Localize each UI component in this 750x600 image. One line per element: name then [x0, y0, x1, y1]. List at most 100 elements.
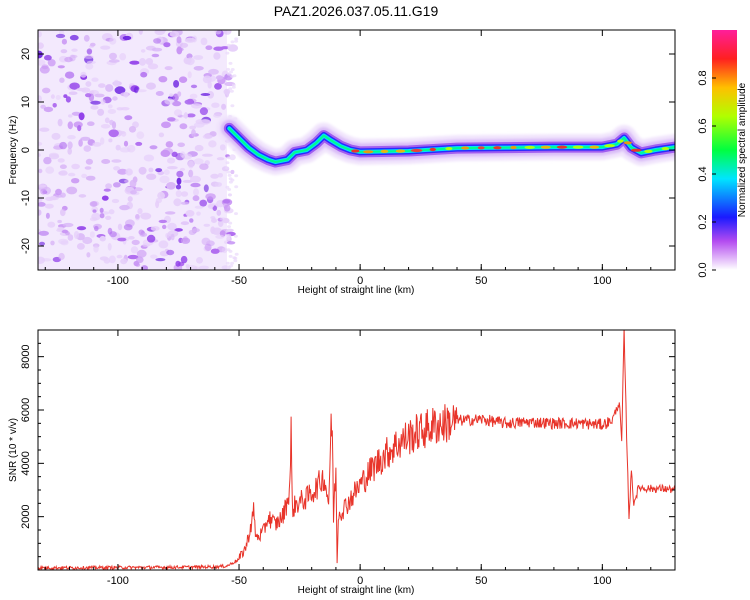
noise-speckle [229, 70, 233, 74]
noise-speckle [214, 30, 222, 35]
spectrogram-ytick-label: -20 [20, 238, 32, 254]
noise-speckle [217, 173, 223, 178]
snr-ytick-label: 4000 [20, 451, 32, 475]
ridge-hotspot [617, 139, 624, 143]
noise-speckle [155, 91, 164, 96]
noise-speckle [227, 188, 232, 191]
noise-speckle [86, 60, 96, 64]
noise-speckle [233, 234, 238, 238]
snr-xtick-label: -100 [107, 575, 129, 587]
noise-speckle [130, 190, 137, 195]
noise-speckle [176, 170, 184, 178]
noise-speckle [93, 245, 99, 253]
noise-speckle [98, 83, 106, 88]
noise-speckle [180, 191, 189, 197]
noise-speckle [38, 184, 47, 188]
noise-speckle [220, 46, 230, 50]
noise-speckle [184, 37, 196, 43]
noise-speckle [100, 45, 111, 50]
noise-speckle [158, 76, 168, 83]
noise-speckle [83, 145, 92, 152]
noise-speckle [55, 188, 62, 196]
noise-speckle [136, 89, 147, 93]
ridge-hotspot [493, 146, 502, 150]
noise-speckle [175, 184, 182, 190]
noise-speckle [68, 172, 76, 177]
noise-speckle [112, 96, 118, 101]
colorbar-gradient [712, 30, 737, 270]
noise-speckle [141, 265, 148, 270]
ridge-hotspot [604, 144, 615, 148]
noise-speckle [186, 98, 194, 104]
noise-speckle [229, 89, 234, 93]
noise-speckle [44, 203, 54, 209]
ridge-hotspot [351, 149, 360, 153]
noise-speckle [124, 115, 133, 121]
noise-speckle [145, 45, 156, 51]
noise-speckle [109, 119, 114, 126]
noise-speckle [123, 140, 129, 147]
noise-speckle [105, 183, 112, 189]
noise-speckle [108, 59, 120, 63]
noise-speckle [227, 193, 232, 197]
ridge-hotspot [429, 147, 436, 152]
noise-speckle [135, 141, 143, 146]
noise-speckle [186, 53, 193, 59]
noise-speckle [139, 58, 146, 66]
ridge-hotspot [395, 149, 406, 153]
noise-speckle [150, 254, 158, 259]
noise-speckle [234, 39, 239, 43]
noise-speckle [117, 237, 127, 242]
noise-speckle [226, 236, 231, 240]
noise-speckle [45, 212, 50, 219]
noise-speckle [196, 257, 203, 264]
noise-speckle [228, 61, 233, 65]
noise-speckle [216, 157, 225, 161]
snr-ytick-label: 8000 [20, 344, 32, 368]
spectrogram-xtick-label: 0 [357, 275, 363, 287]
noise-speckle [146, 234, 156, 243]
noise-speckle [90, 100, 101, 105]
noise-speckle [87, 121, 95, 126]
noise-speckle [225, 166, 230, 170]
ridge-hotspot [623, 141, 632, 145]
noise-speckle [167, 117, 176, 122]
noise-speckle [228, 177, 233, 181]
noise-speckle [140, 71, 148, 78]
noise-speckle [169, 30, 180, 38]
noise-speckle [119, 53, 127, 61]
snr-xtick-label: 0 [357, 575, 363, 587]
colorbar-tick-label: 0.0 [697, 262, 709, 277]
noise-speckle [187, 71, 192, 79]
spectrogram-ytick-label: -10 [20, 190, 32, 206]
noise-speckle [69, 82, 80, 90]
noise-speckle [117, 168, 128, 175]
noise-speckle [207, 91, 215, 99]
noise-speckle [38, 153, 41, 157]
noise-speckle [189, 125, 197, 130]
noise-speckle [183, 112, 188, 119]
noise-speckle [179, 123, 188, 130]
noise-speckle [167, 157, 176, 164]
snr-ytick-label: 6000 [20, 398, 32, 422]
noise-speckle [193, 55, 204, 60]
noise-speckle [228, 254, 233, 258]
noise-speckle [62, 222, 74, 228]
snr-panel: -100 -50 0 50 100 2000 4000 6000 8000 Height of … [8, 329, 676, 596]
noise-speckle [150, 226, 160, 231]
noise-speckle [136, 249, 147, 258]
colorbar-tick-label: 0.8 [697, 70, 709, 85]
noise-speckle [73, 231, 80, 239]
noise-speckle [212, 205, 217, 211]
noise-speckle [202, 134, 213, 140]
noise-speckle [191, 103, 202, 109]
spectrogram-xtick-label: -100 [107, 275, 129, 287]
noise-speckle [193, 66, 204, 71]
noise-speckle [38, 202, 46, 207]
noise-speckle [136, 256, 144, 264]
noise-speckle [191, 129, 196, 137]
noise-speckle [175, 190, 182, 198]
noise-speckle [135, 214, 140, 219]
